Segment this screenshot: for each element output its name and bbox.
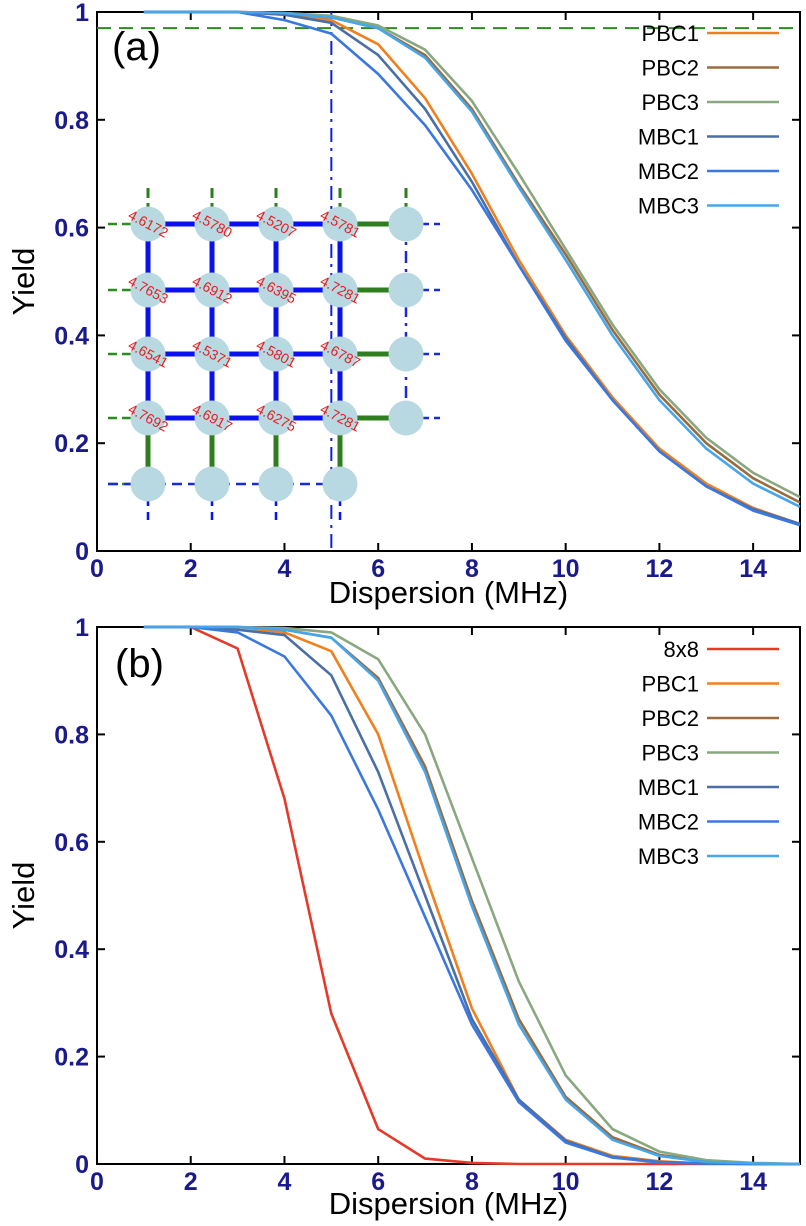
x-tick-label: 4 bbox=[278, 1168, 292, 1196]
y-tick-label: 0.6 bbox=[54, 829, 89, 857]
lattice-node bbox=[322, 466, 358, 502]
legend-label: PBC1 bbox=[642, 672, 699, 697]
legend-label: 8x8 bbox=[664, 637, 699, 662]
legend-label: PBC1 bbox=[642, 21, 699, 46]
y-axis-label: Yield bbox=[6, 248, 41, 316]
legend-label: MBC2 bbox=[638, 159, 699, 184]
lattice-node bbox=[258, 466, 294, 502]
series-line-pbc2 bbox=[143, 625, 801, 1166]
legend-label: MBC1 bbox=[638, 125, 699, 150]
x-tick-label: 10 bbox=[552, 1168, 580, 1196]
lattice-node bbox=[194, 466, 230, 502]
panel-b: 0 2 4 6 8 10 12 14 0 0.2 0.4 0.6 0.8 1 Dispersion (MHz… bbox=[6, 614, 801, 1221]
lattice-node bbox=[130, 336, 166, 372]
series-line-mbc2 bbox=[143, 10, 801, 527]
lattice-node bbox=[258, 272, 294, 308]
x-axis-label: Dispersion (MHz) bbox=[329, 1186, 568, 1221]
lattice-node bbox=[194, 400, 230, 436]
y-tick-label: 0.4 bbox=[54, 322, 89, 350]
lattice-node bbox=[258, 206, 294, 242]
lattice-node bbox=[194, 336, 230, 372]
x-tick-label: 0 bbox=[90, 1168, 104, 1196]
x-tick-label: 2 bbox=[184, 555, 198, 583]
x-tick-label: 4 bbox=[278, 555, 292, 583]
panel-a: 0 2 4 6 8 10 12 14 0 0.2 0.4 0.6 0.8 1 Dispersion (MHz… bbox=[6, 0, 801, 610]
x-tick-label: 2 bbox=[184, 1168, 198, 1196]
lattice-node bbox=[322, 272, 358, 308]
y-tick-label: 0.8 bbox=[54, 721, 89, 749]
legend-label: MBC2 bbox=[638, 810, 699, 835]
y-tick-label: 0.6 bbox=[54, 215, 89, 243]
series-line-mbc1 bbox=[143, 625, 800, 1166]
legend-label: PBC2 bbox=[642, 56, 699, 81]
lattice-node bbox=[130, 466, 166, 502]
x-tick-label: 6 bbox=[371, 555, 385, 583]
x-tick-label: 6 bbox=[371, 1168, 385, 1196]
plot-frame bbox=[96, 11, 801, 552]
x-tick-label: 8 bbox=[465, 555, 479, 583]
y-tick-label: 0.2 bbox=[54, 1044, 89, 1072]
lattice-node bbox=[322, 206, 358, 242]
panel-label: (b) bbox=[115, 642, 164, 686]
panel-label: (a) bbox=[112, 25, 161, 69]
x-tick-label: 12 bbox=[645, 555, 673, 583]
lattice-node bbox=[388, 206, 424, 242]
x-tick-label: 8 bbox=[465, 1168, 479, 1196]
y-tick-label: 0.8 bbox=[54, 107, 89, 135]
legend-label: PBC3 bbox=[642, 90, 699, 115]
lattice-node bbox=[194, 206, 230, 242]
lattice-node bbox=[258, 400, 294, 436]
y-tick-label: 0 bbox=[75, 538, 89, 566]
series-line-pbc3 bbox=[143, 625, 801, 1166]
y-tick-label: 1 bbox=[75, 0, 89, 27]
series-line-mbc3 bbox=[143, 10, 801, 508]
series-line-pbc1 bbox=[143, 625, 800, 1166]
legend-label: PBC3 bbox=[642, 741, 699, 766]
lattice-node bbox=[322, 336, 358, 372]
series-line-mbc2 bbox=[143, 625, 800, 1166]
legend-label: PBC2 bbox=[642, 706, 699, 731]
y-axis-label: Yield bbox=[6, 862, 41, 930]
series-line-mbc3 bbox=[143, 625, 801, 1166]
x-tick-label: 14 bbox=[739, 555, 767, 583]
y-tick-label: 0 bbox=[75, 1151, 89, 1179]
lattice-node bbox=[194, 272, 230, 308]
plot-frame bbox=[96, 626, 801, 1165]
series-line-pbc3 bbox=[143, 10, 801, 499]
series-line-mbc1 bbox=[143, 10, 801, 526]
lattice-node bbox=[388, 272, 424, 308]
legend-label: MBC1 bbox=[638, 775, 699, 800]
lattice-node bbox=[258, 336, 294, 372]
lattice-node bbox=[130, 272, 166, 308]
lattice-node bbox=[388, 400, 424, 436]
y-tick-label: 0.2 bbox=[54, 430, 89, 458]
x-axis-label: Dispersion (MHz) bbox=[329, 575, 568, 610]
legend-label: MBC3 bbox=[638, 844, 699, 869]
lattice-node bbox=[130, 400, 166, 436]
y-tick-label: 0.4 bbox=[54, 936, 89, 964]
x-tick-label: 0 bbox=[90, 555, 104, 583]
lattice-node bbox=[130, 206, 166, 242]
x-tick-label: 10 bbox=[552, 555, 580, 583]
series-line-pbc1 bbox=[143, 10, 801, 526]
series-line-8x8 bbox=[143, 625, 800, 1166]
lattice-node bbox=[322, 400, 358, 436]
series-line-pbc2 bbox=[143, 10, 801, 504]
y-tick-label: 1 bbox=[75, 614, 89, 642]
legend-label: MBC3 bbox=[638, 194, 699, 219]
x-tick-label: 14 bbox=[739, 1168, 767, 1196]
lattice-node bbox=[388, 336, 424, 372]
x-tick-label: 12 bbox=[645, 1168, 673, 1196]
